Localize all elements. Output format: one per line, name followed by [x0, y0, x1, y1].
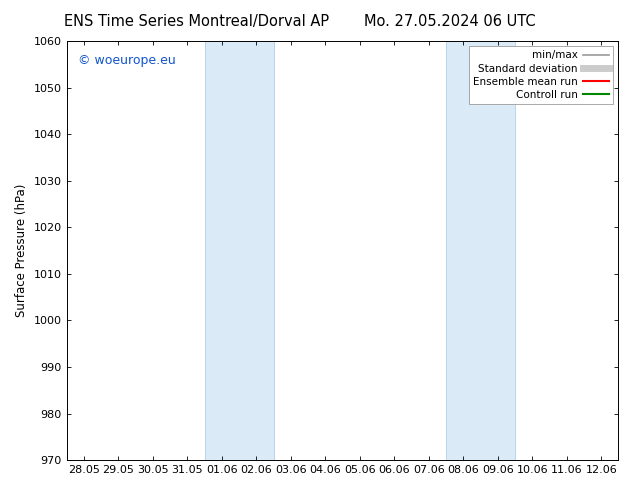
- Legend: min/max, Standard deviation, Ensemble mean run, Controll run: min/max, Standard deviation, Ensemble me…: [469, 46, 613, 104]
- Text: Mo. 27.05.2024 06 UTC: Mo. 27.05.2024 06 UTC: [365, 14, 536, 29]
- Text: ENS Time Series Montreal/Dorval AP: ENS Time Series Montreal/Dorval AP: [64, 14, 329, 29]
- Bar: [446, 41, 515, 460]
- Y-axis label: Surface Pressure (hPa): Surface Pressure (hPa): [15, 184, 28, 318]
- Text: © woeurope.eu: © woeurope.eu: [77, 53, 176, 67]
- Bar: [205, 41, 273, 460]
